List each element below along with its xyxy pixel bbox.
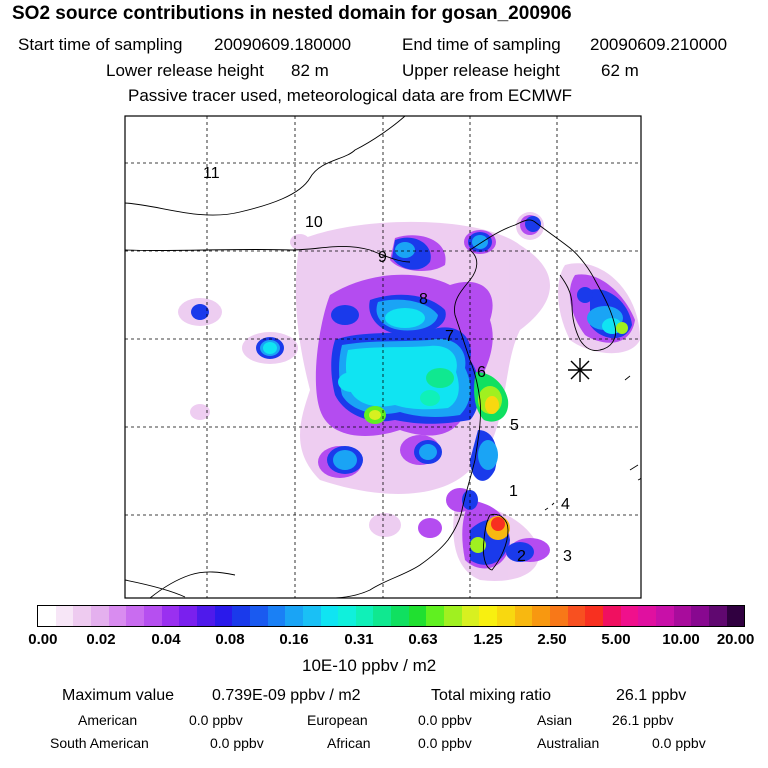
european-label: European xyxy=(307,712,368,728)
colorbar-tick: 5.00 xyxy=(601,631,631,648)
colorbar-swatch xyxy=(55,606,74,626)
colorbar-swatch xyxy=(267,606,286,626)
coastlines xyxy=(125,116,641,598)
asian-value: 26.1 ppbv xyxy=(612,712,674,728)
region-labels: 1 2 3 4 5 6 7 8 9 10 11 xyxy=(203,165,572,565)
start-time-value: 20090609.180000 xyxy=(214,35,352,54)
note-text: Passive tracer used, meteorological data… xyxy=(128,86,573,105)
australian-label: Australian xyxy=(537,735,600,751)
colorbar-tick: 0.31 xyxy=(344,631,374,648)
region-label-11: 11 xyxy=(203,165,220,182)
end-time-value: 20090609.210000 xyxy=(590,35,728,54)
colorbar xyxy=(37,605,745,627)
upper-release-label: Upper release height xyxy=(402,61,560,80)
colorbar-swatch xyxy=(691,606,709,626)
colorbar-tick: 0.63 xyxy=(408,631,438,648)
region-label-6: 6 xyxy=(477,364,486,381)
concentration-field xyxy=(178,212,640,581)
colorbar-swatch xyxy=(232,606,250,626)
colorbar-swatch xyxy=(355,606,374,626)
measurement-site-star-icon xyxy=(568,358,592,382)
lower-release-label: Lower release height xyxy=(106,61,264,80)
colorbar-swatch xyxy=(550,606,568,626)
colorbar-swatch xyxy=(426,606,445,626)
region-label-7: 7 xyxy=(445,328,454,345)
south-american-value: 0.0 ppbv xyxy=(210,735,264,751)
african-label: African xyxy=(327,735,371,751)
colorbar-swatch xyxy=(655,606,674,626)
colorbar-tick: 0.02 xyxy=(86,631,116,648)
max-value-label: Maximum value xyxy=(62,687,175,704)
colorbar-unit: 10E-10 ppbv / m2 xyxy=(302,656,437,675)
colorbar-swatch xyxy=(73,606,91,626)
colorbar-swatch xyxy=(249,606,268,626)
colorbar-swatch xyxy=(673,606,692,626)
region-label-3: 3 xyxy=(563,548,572,565)
region-label-2: 2 xyxy=(517,548,526,565)
colorbar-swatch xyxy=(638,606,656,626)
colorbar-swatch xyxy=(338,606,356,626)
colorbar-swatch xyxy=(497,606,515,626)
colorbar-swatch xyxy=(708,606,727,626)
graticule xyxy=(125,116,641,598)
upper-release-value: 62 m xyxy=(601,61,639,80)
asian-label: Asian xyxy=(537,712,573,728)
start-time-label: Start time of sampling xyxy=(18,35,183,54)
colorbar-swatch xyxy=(726,606,745,626)
colorbar-swatch xyxy=(479,606,498,626)
colorbar-swatch xyxy=(373,606,392,626)
american-label: American xyxy=(78,712,138,728)
colorbar-swatch xyxy=(567,606,586,626)
colorbar-swatch xyxy=(620,606,639,626)
colorbar-swatch xyxy=(179,606,197,626)
south-american-label: South American xyxy=(50,735,149,751)
colorbar-tick: 1.25 xyxy=(473,631,503,648)
total-mixing-value: 26.1 ppbv xyxy=(616,687,687,704)
colorbar-swatch xyxy=(408,606,427,626)
colorbar-tick: 0.04 xyxy=(151,631,181,648)
colorbar-tick: 0.00 xyxy=(28,631,58,648)
colorbar-swatch xyxy=(302,606,321,626)
colorbar-tick: 2.50 xyxy=(537,631,567,648)
region-label-10: 10 xyxy=(305,214,323,231)
colorbar-swatch xyxy=(603,606,621,626)
colorbar-swatch xyxy=(461,606,480,626)
max-value: 0.739E-09 ppbv / m2 xyxy=(212,687,361,704)
end-time-label: End time of sampling xyxy=(402,35,561,54)
region-label-8: 8 xyxy=(419,291,428,308)
colorbar-swatch xyxy=(285,606,303,626)
colorbar-tick: 20.00 xyxy=(716,631,755,648)
map-frame xyxy=(124,115,642,599)
region-label-9: 9 xyxy=(378,249,387,266)
colorbar-swatch xyxy=(444,606,462,626)
colorbar-swatch xyxy=(108,606,127,626)
total-mixing-label: Total mixing ratio xyxy=(431,687,552,704)
colorbar-swatch xyxy=(143,606,162,626)
colorbar-swatch xyxy=(214,606,233,626)
colorbar-swatch xyxy=(514,606,533,626)
figure-title: SO2 source contributions in nested domai… xyxy=(12,3,572,24)
colorbar-swatch xyxy=(532,606,551,626)
colorbar-tick: 10.00 xyxy=(662,631,700,648)
lower-release-value: 82 m xyxy=(291,61,329,80)
colorbar-tick: 0.08 xyxy=(215,631,245,648)
colorbar-swatch xyxy=(38,606,56,626)
colorbar-swatch xyxy=(391,606,409,626)
region-label-1: 1 xyxy=(509,483,518,500)
european-value: 0.0 ppbv xyxy=(418,712,472,728)
colorbar-swatch xyxy=(196,606,215,626)
region-label-5: 5 xyxy=(510,417,519,434)
colorbar-tick: 0.16 xyxy=(279,631,309,648)
australian-value: 0.0 ppbv xyxy=(652,735,706,751)
colorbar-swatch xyxy=(320,606,339,626)
colorbar-swatch xyxy=(126,606,144,626)
colorbar-swatch xyxy=(585,606,603,626)
american-value: 0.0 ppbv xyxy=(189,712,243,728)
african-value: 0.0 ppbv xyxy=(418,735,472,751)
region-label-4: 4 xyxy=(561,496,570,513)
colorbar-swatch xyxy=(161,606,180,626)
colorbar-swatch xyxy=(90,606,109,626)
